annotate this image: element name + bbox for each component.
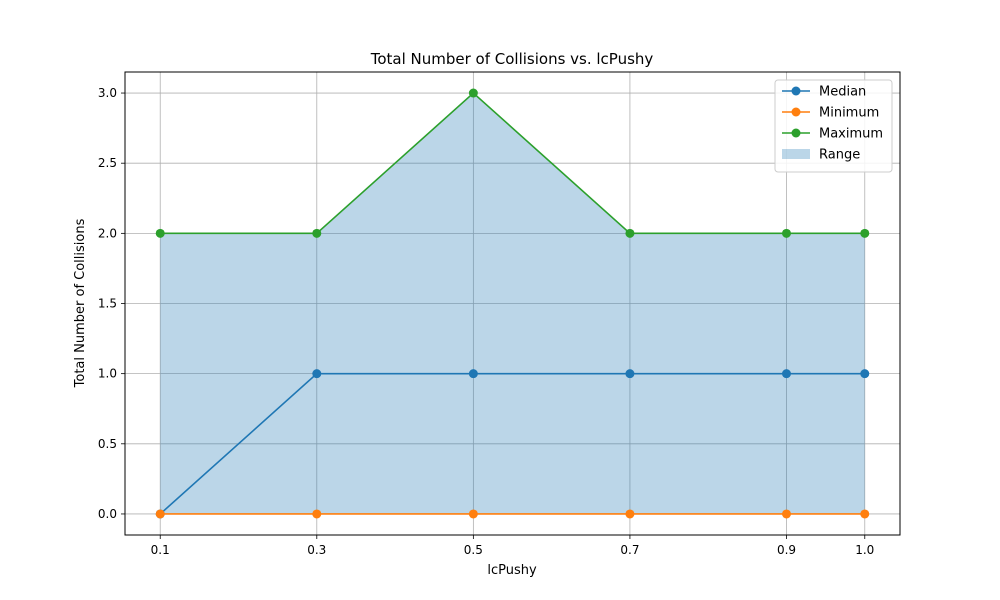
point-median	[860, 369, 870, 379]
point-minimum	[312, 509, 322, 519]
x-tick-label: 0.9	[777, 543, 796, 557]
y-tick-label: 1.5	[98, 297, 117, 311]
y-tick-label: 0.5	[98, 437, 117, 451]
legend-label-maximum: Maximum	[819, 127, 883, 142]
y-tick-label: 3.0	[98, 86, 117, 100]
point-minimum	[155, 509, 165, 519]
y-tick-label: 1.0	[98, 367, 117, 381]
point-maximum	[155, 228, 165, 238]
legend-label-minimum: Minimum	[819, 106, 879, 121]
point-maximum	[312, 228, 322, 238]
legend-label-range: Range	[819, 148, 860, 163]
series-line-median	[159, 372, 865, 515]
x-tick-label: 0.3	[307, 543, 326, 557]
y-tick-label: 0.0	[98, 507, 117, 521]
point-median	[781, 369, 791, 379]
series-line-maximum	[160, 91, 865, 235]
legend-marker-maximum	[791, 128, 801, 138]
y-axis-label: Total Number of Collisions	[73, 218, 88, 388]
legend-marker-median	[791, 86, 801, 96]
legend: Median Minimum Maximum Range	[774, 79, 893, 173]
range-band	[160, 93, 865, 514]
point-maximum	[468, 88, 478, 98]
legend-box	[774, 79, 893, 173]
point-maximum	[860, 228, 870, 238]
point-minimum	[860, 509, 870, 519]
point-median	[468, 369, 478, 379]
point-minimum	[625, 509, 635, 519]
x-axis-label: lcPushy	[487, 563, 537, 578]
x-tick-label: 0.5	[464, 543, 483, 557]
x-tick-label: 1.0	[855, 543, 874, 557]
point-median	[625, 369, 635, 379]
point-minimum	[781, 509, 791, 519]
chart-title: Total Number of Collisions vs. lcPushy	[370, 50, 654, 68]
point-maximum	[781, 228, 791, 238]
x-tick-label: 0.1	[151, 543, 170, 557]
x-tick-label: 0.7	[620, 543, 639, 557]
point-maximum	[625, 228, 635, 238]
legend-label-median: Median	[819, 85, 866, 100]
y-tick-label: 2.0	[98, 226, 117, 240]
legend-swatch-range	[782, 149, 810, 159]
legend-marker-minimum	[791, 107, 801, 117]
point-minimum	[468, 509, 478, 519]
point-median	[312, 369, 322, 379]
y-tick-label: 2.5	[98, 156, 117, 170]
plot-area: 0.1 0.3 0.5 0.7 0.9 1.0 0.0 0.5 1.0 1.5 2.0 2.5 3.0	[98, 71, 901, 557]
